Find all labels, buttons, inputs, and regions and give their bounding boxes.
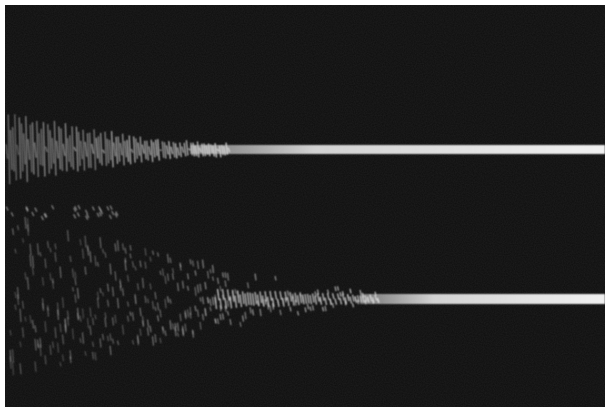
page: (() => { const g = document.getElementBy… (0, 0, 608, 411)
grain (5, 5, 605, 407)
photo (0, 0, 608, 411)
